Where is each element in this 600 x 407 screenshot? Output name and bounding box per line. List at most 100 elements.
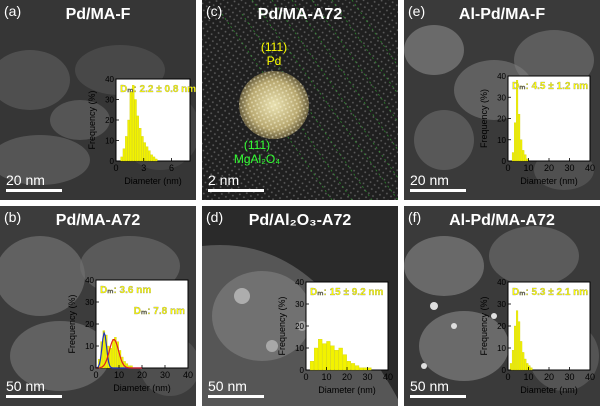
histogram-bar bbox=[145, 146, 149, 162]
histogram-bar bbox=[514, 325, 517, 371]
x-tick-label: 40 bbox=[585, 163, 595, 173]
mean-diameter-label-2: Dₘ: 7.8 nm bbox=[134, 306, 185, 317]
x-axis-label: Diameter (nm) bbox=[318, 385, 376, 395]
y-tick-label: 30 bbox=[295, 300, 304, 309]
y-tick-label: 10 bbox=[295, 344, 304, 353]
y-tick-label: 0 bbox=[110, 157, 115, 166]
y-tick-label: 10 bbox=[85, 342, 94, 351]
histogram-bar bbox=[346, 361, 351, 371]
scale-bar-label: 20 nm bbox=[6, 172, 45, 188]
panel-title: Al-Pd/MA-F bbox=[458, 6, 546, 23]
x-tick-label: 20 bbox=[544, 372, 554, 382]
scale-bar-line bbox=[410, 395, 466, 398]
y-tick-label: 40 bbox=[295, 278, 304, 287]
histogram-bar bbox=[526, 158, 529, 162]
mean-diameter-label: Dₘ: 3.6 nm bbox=[100, 285, 151, 296]
y-tick-label: 20 bbox=[497, 322, 506, 331]
histogram-bar bbox=[520, 139, 523, 162]
panel-e: (e) Al-Pd/MA-F 0 10 20 30 40 0 10 20 30 40 Diamete… bbox=[404, 0, 600, 200]
y-tick-label: 30 bbox=[497, 93, 506, 102]
histogram-bar bbox=[522, 352, 525, 371]
x-axis-label: Diameter (nm) bbox=[520, 176, 578, 186]
scale-bar-label: 50 nm bbox=[208, 378, 247, 394]
y-tick-label: 10 bbox=[497, 344, 506, 353]
histogram-bar bbox=[518, 321, 521, 371]
fit-curve-large bbox=[95, 338, 142, 369]
scale-bar-line bbox=[410, 189, 466, 192]
x-tick-label: 0 bbox=[303, 372, 308, 382]
histogram-bar bbox=[141, 136, 144, 162]
y-tick-label: 20 bbox=[497, 115, 506, 124]
x-tick-label: 30 bbox=[564, 163, 574, 173]
panel-title: Pd/MA-A72 bbox=[257, 6, 343, 23]
panel-c: (c) Pd/MA-A72 (111) Pd (111) MgAl₂O₄ 2 n… bbox=[202, 0, 398, 200]
x-tick-label: 30 bbox=[362, 372, 372, 382]
y-tick-label: 40 bbox=[105, 75, 114, 84]
panel-label: (b) bbox=[4, 209, 22, 225]
histogram-bar bbox=[355, 365, 360, 371]
histogram-bar bbox=[120, 156, 123, 162]
y-tick-label: 10 bbox=[105, 137, 114, 146]
scale-bar-line bbox=[6, 189, 62, 192]
histogram-bar bbox=[127, 119, 130, 162]
x-tick-label: 40 bbox=[383, 372, 393, 382]
y-tick-label: 40 bbox=[85, 276, 94, 285]
x-tick-label: 10 bbox=[321, 372, 331, 382]
scale-bar-label: 2 nm bbox=[208, 172, 240, 188]
histogram-bar bbox=[111, 339, 115, 369]
x-tick-label: 0 bbox=[113, 163, 118, 173]
scale-bar-label: 50 nm bbox=[6, 378, 45, 394]
histogram-bar bbox=[509, 363, 512, 371]
y-tick-label: 20 bbox=[85, 320, 94, 329]
panel-title: Pd/MA-F bbox=[65, 6, 131, 23]
scale-bar-line bbox=[208, 395, 264, 398]
panel-f: (f) Al-Pd/MA-A72 0 10 20 30 40 0 10 20 30 40 Diame… bbox=[404, 206, 600, 406]
histogram-bar bbox=[520, 341, 523, 371]
histogram-bar bbox=[129, 91, 133, 162]
histogram-inset-f: 0 10 20 30 40 0 10 20 30 40 Diameter (nm) Frequency… bbox=[479, 278, 595, 396]
hrtem-image-c bbox=[202, 0, 398, 200]
histogram-bar bbox=[132, 84, 135, 162]
histogram-bar bbox=[522, 150, 525, 162]
x-tick-label: 3 bbox=[141, 163, 146, 173]
scale-bar: 20 nm bbox=[410, 172, 466, 192]
histogram-bar bbox=[524, 358, 527, 371]
x-tick-label: 10 bbox=[523, 163, 533, 173]
x-axis-label: Diameter (nm) bbox=[124, 176, 182, 186]
histogram-bar bbox=[148, 150, 151, 162]
y-tick-label: 30 bbox=[105, 96, 114, 105]
histogram-bar bbox=[350, 363, 356, 371]
histogram-bar bbox=[155, 158, 158, 162]
scale-bar-label: 20 nm bbox=[410, 172, 449, 188]
histogram-inset-a: 0 3 6 0 10 20 30 40 Diameter (nm) Frequency (%) Dₘ… bbox=[87, 75, 196, 187]
y-axis-label: Frequency (%) bbox=[277, 296, 287, 355]
panel-label: (f) bbox=[408, 209, 422, 225]
panel-label: (e) bbox=[408, 3, 426, 19]
mean-diameter-label: Dₘ: 4.5 ± 1.2 nm bbox=[512, 81, 588, 92]
histogram-bar bbox=[511, 350, 514, 371]
mean-diameter-label: Dₘ: 2.2 ± 0.8 nm bbox=[120, 84, 196, 95]
histogram-bar bbox=[518, 114, 521, 162]
histogram-bar bbox=[150, 154, 153, 162]
support-label: MgAl₂O₄ bbox=[233, 152, 281, 166]
scale-bar: 50 nm bbox=[6, 378, 62, 398]
panel-label: (d) bbox=[206, 209, 224, 225]
histogram-bar bbox=[511, 152, 514, 162]
y-tick-label: 0 bbox=[502, 366, 507, 375]
y-axis-label: Frequency (%) bbox=[479, 89, 489, 148]
y-tick-label: 0 bbox=[300, 366, 305, 375]
scale-bar: 20 nm bbox=[6, 172, 62, 192]
histogram-bar bbox=[524, 154, 527, 162]
y-tick-label: 20 bbox=[105, 116, 114, 125]
histogram-inset-d: 0 10 20 30 40 0 10 20 30 40 Diameter (nm) Frequency… bbox=[277, 278, 393, 396]
support-plane-index: (111) bbox=[243, 138, 271, 152]
histogram-bar bbox=[136, 115, 139, 162]
y-tick-label: 30 bbox=[497, 300, 506, 309]
panel-title: Al-Pd/MA-A72 bbox=[449, 212, 555, 229]
x-tick-label: 20 bbox=[342, 372, 352, 382]
y-tick-label: 0 bbox=[90, 364, 95, 373]
histogram-bar bbox=[102, 330, 106, 369]
histogram-bar bbox=[125, 136, 128, 162]
x-axis-label: Diameter (nm) bbox=[113, 383, 171, 393]
scale-bar: 50 nm bbox=[410, 378, 466, 398]
